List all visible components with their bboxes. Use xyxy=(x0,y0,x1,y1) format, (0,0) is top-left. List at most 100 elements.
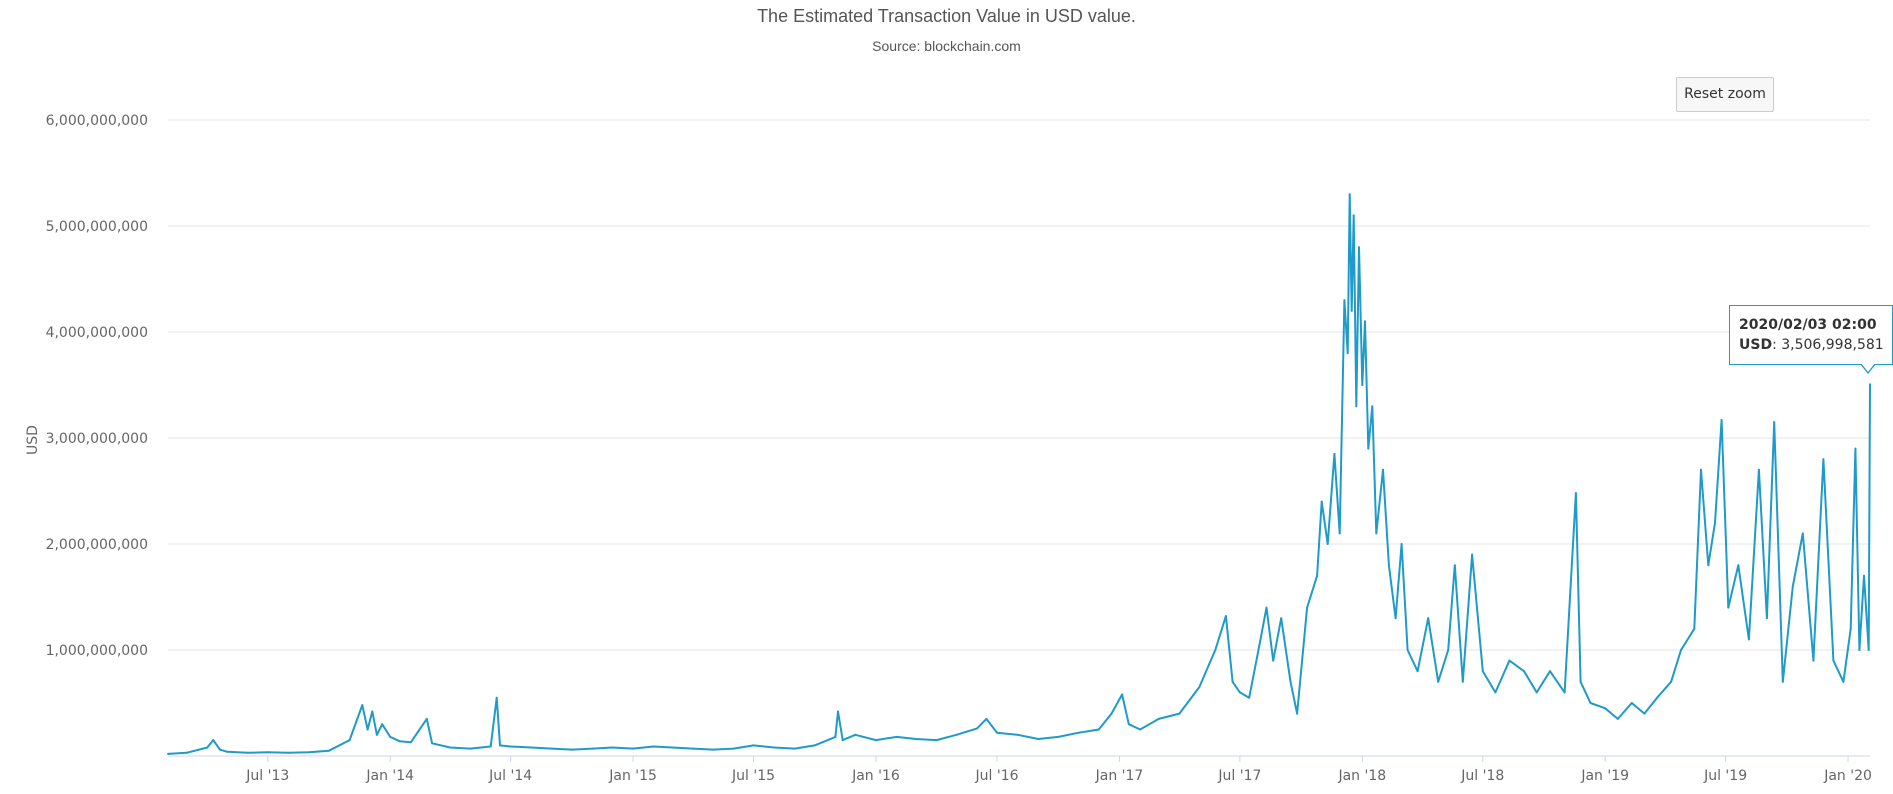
data-point[interactable] xyxy=(1371,405,1374,408)
data-point[interactable] xyxy=(1097,728,1100,731)
data-point[interactable] xyxy=(1707,564,1710,567)
data-point[interactable] xyxy=(1037,738,1040,740)
data-point[interactable] xyxy=(1747,638,1750,641)
data-point[interactable] xyxy=(1214,649,1217,651)
data-point[interactable] xyxy=(1579,680,1582,683)
data-point[interactable] xyxy=(1869,383,1871,386)
data-point[interactable] xyxy=(1481,670,1484,673)
data-point[interactable] xyxy=(1364,320,1366,323)
data-point[interactable] xyxy=(1643,712,1646,715)
data-point[interactable] xyxy=(1127,723,1130,726)
data-point[interactable] xyxy=(1832,659,1835,662)
data-point[interactable] xyxy=(1854,447,1857,450)
data-point[interactable] xyxy=(1238,691,1241,694)
data-point[interactable] xyxy=(1272,659,1275,662)
data-point[interactable] xyxy=(499,744,501,747)
data-point[interactable] xyxy=(837,710,839,713)
data-point[interactable] xyxy=(1589,702,1592,704)
data-point[interactable] xyxy=(1348,193,1351,196)
data-point[interactable] xyxy=(1382,468,1384,471)
data-point[interactable] xyxy=(976,727,979,730)
data-point[interactable] xyxy=(489,745,492,748)
data-point[interactable] xyxy=(834,735,837,738)
data-point[interactable] xyxy=(425,717,428,720)
data-point[interactable] xyxy=(1358,246,1360,249)
data-point[interactable] xyxy=(1842,680,1845,683)
data-point[interactable] xyxy=(1355,405,1358,408)
data-point[interactable] xyxy=(1361,384,1364,386)
data-point[interactable] xyxy=(1535,691,1538,694)
data-point[interactable] xyxy=(1338,532,1341,535)
data-point[interactable] xyxy=(1057,735,1060,738)
data-point[interactable] xyxy=(1139,728,1142,731)
data-point[interactable] xyxy=(854,733,857,736)
data-point[interactable] xyxy=(1447,649,1450,651)
data-point[interactable] xyxy=(266,751,269,754)
data-point[interactable] xyxy=(1333,452,1336,455)
data-point[interactable] xyxy=(1720,419,1723,421)
data-point[interactable] xyxy=(1604,707,1607,710)
data-point[interactable] xyxy=(1863,574,1865,577)
data-point[interactable] xyxy=(1867,649,1870,651)
data-point[interactable] xyxy=(1427,617,1430,620)
data-point[interactable] xyxy=(375,733,378,736)
data-point[interactable] xyxy=(1280,617,1283,620)
data-point[interactable] xyxy=(1259,638,1262,641)
data-point[interactable] xyxy=(206,746,209,749)
data-point[interactable] xyxy=(1437,680,1440,683)
data-point[interactable] xyxy=(287,751,290,754)
data-point[interactable] xyxy=(1178,712,1181,715)
data-point[interactable] xyxy=(1198,686,1201,689)
data-point[interactable] xyxy=(366,728,369,731)
data-point[interactable] xyxy=(409,741,412,744)
data-point[interactable] xyxy=(1801,532,1804,535)
data-point[interactable] xyxy=(1306,606,1309,609)
data-point[interactable] xyxy=(185,751,188,754)
data-point[interactable] xyxy=(611,746,614,749)
data-point[interactable] xyxy=(1471,553,1474,556)
data-point[interactable] xyxy=(1346,352,1349,355)
data-point[interactable] xyxy=(874,739,877,742)
data-point[interactable] xyxy=(1781,680,1784,683)
data-point[interactable] xyxy=(328,749,330,752)
data-point[interactable] xyxy=(167,752,169,755)
data-point[interactable] xyxy=(935,739,938,742)
data-point[interactable] xyxy=(1727,606,1730,609)
data-point[interactable] xyxy=(449,746,452,749)
data-point[interactable] xyxy=(1406,649,1409,651)
data-point[interactable] xyxy=(1289,680,1292,683)
data-point[interactable] xyxy=(1416,670,1419,673)
data-point[interactable] xyxy=(218,748,221,751)
data-point[interactable] xyxy=(1320,500,1323,503)
data-point[interactable] xyxy=(1757,468,1760,471)
data-point[interactable] xyxy=(1549,670,1551,673)
data-point[interactable] xyxy=(985,717,988,720)
data-point[interactable] xyxy=(652,745,655,748)
data-point[interactable] xyxy=(371,710,374,713)
reset-zoom-button[interactable]: Reset zoom xyxy=(1676,77,1774,112)
data-point[interactable] xyxy=(348,739,351,742)
data-point[interactable] xyxy=(1394,617,1397,620)
data-point[interactable] xyxy=(996,731,998,734)
data-point[interactable] xyxy=(1563,691,1566,694)
data-point[interactable] xyxy=(381,723,384,726)
data-point[interactable] xyxy=(1849,627,1852,630)
data-point[interactable] xyxy=(226,750,229,753)
data-point[interactable] xyxy=(732,747,735,750)
data-point[interactable] xyxy=(1387,564,1390,567)
data-point[interactable] xyxy=(1326,543,1329,545)
data-point[interactable] xyxy=(752,744,755,747)
data-point[interactable] xyxy=(1616,717,1619,720)
data-point[interactable] xyxy=(246,751,249,754)
data-point[interactable] xyxy=(1680,649,1682,651)
data-point[interactable] xyxy=(530,746,533,749)
data-point[interactable] xyxy=(1110,712,1113,715)
data-point[interactable] xyxy=(671,746,674,749)
data-point[interactable] xyxy=(431,742,434,745)
data-point[interactable] xyxy=(591,747,594,750)
data-point[interactable] xyxy=(692,747,694,750)
data-point[interactable] xyxy=(1265,606,1268,609)
data-point[interactable] xyxy=(773,746,776,749)
data-point[interactable] xyxy=(212,739,215,742)
